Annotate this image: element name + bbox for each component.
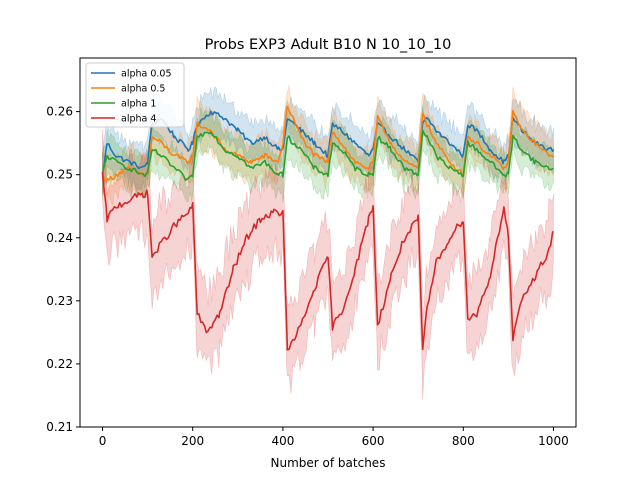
x-tick-label: 200 [181, 434, 204, 448]
x-tick-label: 800 [452, 434, 475, 448]
legend: alpha 0.05 alpha 0.5 alpha 1 alpha 4 [85, 62, 185, 128]
legend-label: alpha 0.5 [121, 84, 165, 95]
legend-label: alpha 4 [121, 114, 156, 125]
y-tick-label: 0.24 [46, 231, 73, 245]
legend-label: alpha 1 [121, 99, 156, 110]
y-tick-label: 0.21 [46, 420, 73, 434]
chart-title: Probs EXP3 Adult B10 N 10_10_10 [205, 37, 452, 53]
series-line-alpha-1 [101, 129, 554, 181]
y-tick-label: 0.26 [46, 105, 73, 119]
x-axis-label: Number of batches [271, 456, 386, 470]
plot-frame [79, 57, 577, 428]
x-tick-label: 400 [271, 434, 294, 448]
x-tick-label: 0 [99, 434, 107, 448]
band-alpha-0-05 [102, 86, 554, 197]
band-alpha-0-5 [102, 84, 554, 206]
y-tick-label: 0.22 [46, 357, 73, 371]
series-lines [101, 105, 555, 351]
y-tick-label: 0.23 [46, 294, 73, 308]
x-axis: 0 200 400 600 800 1000 [99, 427, 569, 448]
legend-label: alpha 0.05 [121, 69, 172, 80]
y-tick-label: 0.25 [46, 168, 73, 182]
series-line-alpha-0-05 [101, 110, 555, 174]
y-axis: 0.21 0.22 0.23 0.24 0.25 0.26 [46, 105, 80, 434]
x-tick-label: 1000 [538, 434, 569, 448]
legend-box [85, 62, 185, 128]
series-line-alpha-4 [101, 172, 554, 351]
series-line-alpha-0-5 [101, 105, 555, 183]
x-tick-label: 600 [362, 434, 385, 448]
